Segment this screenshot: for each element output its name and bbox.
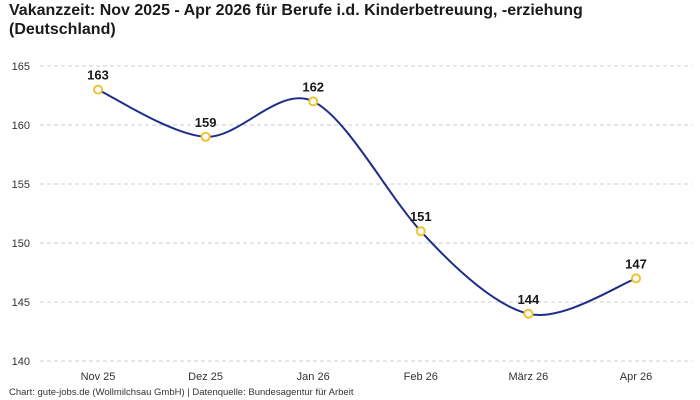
- grid-layer: [40, 65, 692, 362]
- data-labels: 163 159 162 151 144 147: [87, 68, 647, 307]
- x-tick-label: März 26: [509, 371, 549, 383]
- data-points: [93, 84, 641, 319]
- y-tick-label: 150: [12, 238, 30, 250]
- x-axis-ticks: Nov 25 Dez 25 Jan 26 Feb 26 März 26 Apr 26: [81, 371, 653, 383]
- data-label: 163: [87, 68, 109, 83]
- y-tick-label: 155: [12, 179, 30, 191]
- data-label: 144: [518, 292, 540, 307]
- y-tick-label: 140: [12, 356, 30, 368]
- source-footer: Chart: gute-jobs.de (Wollmilchsau GmbH) …: [9, 387, 354, 398]
- data-point: [631, 273, 641, 284]
- data-label: 147: [625, 256, 647, 271]
- data-point: [523, 308, 534, 319]
- x-tick-label: Nov 25: [81, 371, 116, 383]
- x-tick-label: Apr 26: [620, 371, 652, 383]
- x-tick-label: Jan 26: [297, 371, 330, 383]
- data-label: 159: [195, 115, 217, 130]
- series-line: [97, 88, 637, 316]
- y-tick-label: 160: [12, 120, 30, 132]
- y-axis-ticks: 140 145 150 155 160 165: [12, 61, 30, 368]
- y-tick-label: 165: [12, 61, 30, 73]
- y-tick-label: 145: [12, 297, 30, 309]
- x-tick-label: Feb 26: [404, 371, 438, 383]
- data-point: [93, 84, 103, 95]
- data-point: [415, 226, 426, 237]
- data-label: 151: [410, 209, 432, 224]
- data-point: [200, 131, 211, 142]
- x-tick-label: Dez 25: [188, 371, 223, 383]
- chart-title: Vakanzzeit: Nov 2025 - Apr 2026 für Beru…: [9, 2, 583, 38]
- data-label: 162: [302, 79, 324, 94]
- data-point: [308, 96, 319, 107]
